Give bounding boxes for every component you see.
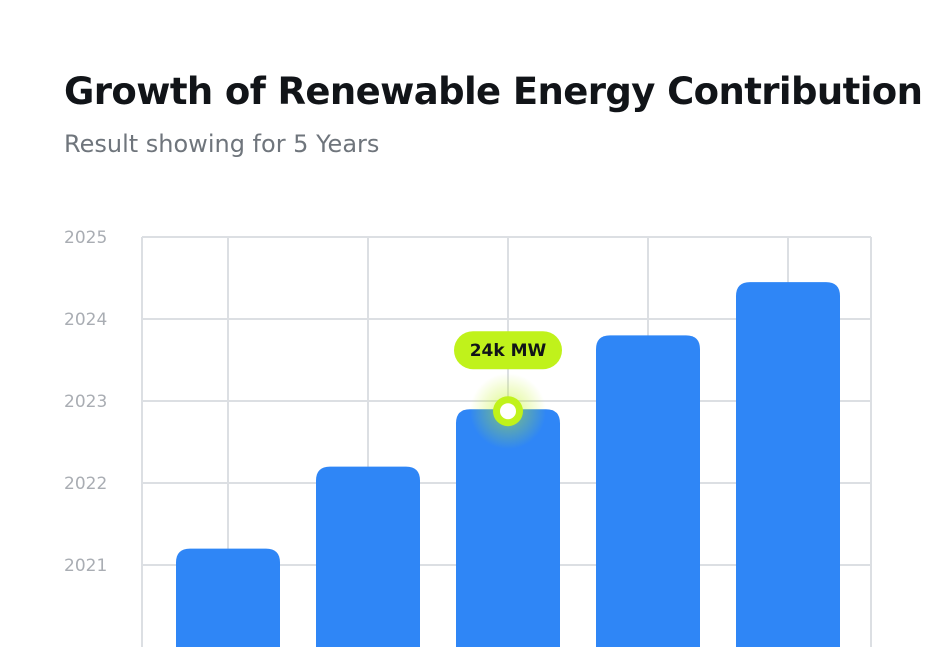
bar-2[interactable] bbox=[316, 466, 420, 647]
bars bbox=[176, 282, 840, 647]
y-tick-label: 2024 bbox=[64, 310, 107, 330]
y-tick-label: 2021 bbox=[64, 556, 107, 576]
bar-4[interactable] bbox=[596, 335, 700, 647]
y-tick-label: 2023 bbox=[64, 392, 107, 412]
y-tick-label: 2022 bbox=[64, 474, 107, 494]
y-tick-label: 2025 bbox=[64, 228, 107, 248]
highlight-layer: 24k MW bbox=[454, 331, 562, 450]
value-tooltip-label: 24k MW bbox=[470, 341, 547, 361]
page-subtitle: Result showing for 5 Years bbox=[64, 130, 380, 158]
value-tooltip bbox=[454, 331, 562, 370]
bar-3[interactable] bbox=[456, 409, 560, 647]
bar-5[interactable] bbox=[736, 282, 840, 647]
highlight-marker-center bbox=[500, 403, 516, 420]
bar-1[interactable] bbox=[176, 548, 280, 647]
page-title: Growth of Renewable Energy Contribution bbox=[64, 70, 923, 113]
y-axis-ticks: 2025 2024 2023 2022 2021 bbox=[64, 228, 107, 576]
